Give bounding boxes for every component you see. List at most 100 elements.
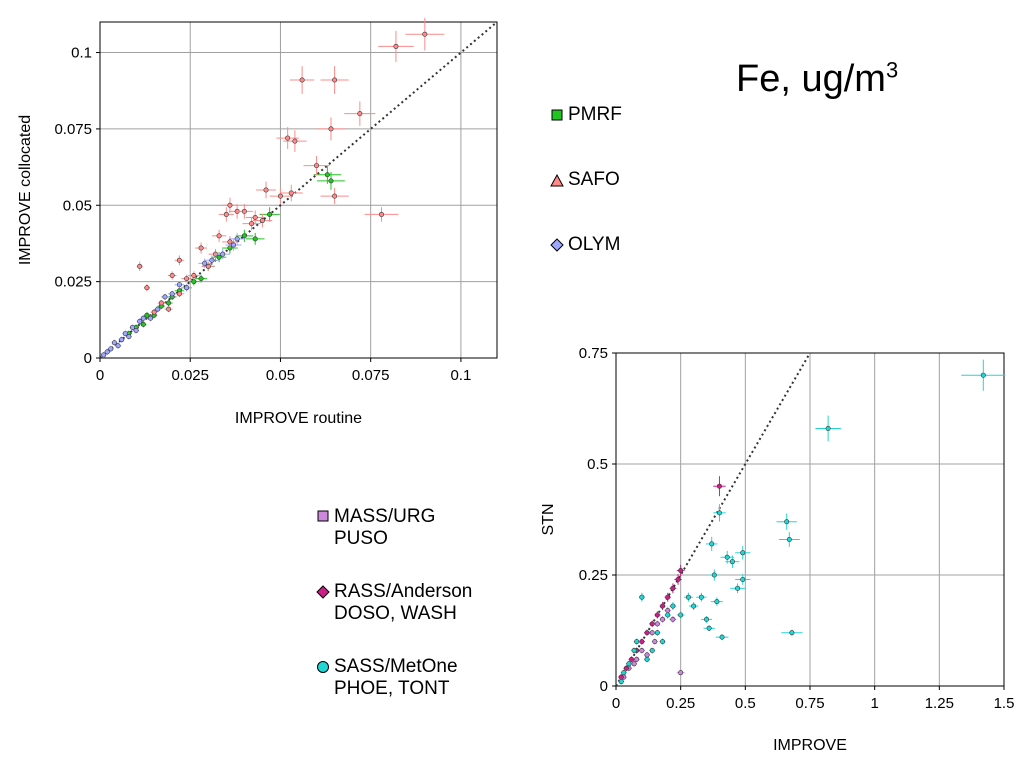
chart1-point-safo	[198, 245, 204, 251]
chart2-point-sass-metone	[740, 576, 746, 582]
chart1-point-olym	[176, 282, 182, 288]
chart1-point-pmrf	[198, 276, 204, 282]
chart2-point-sass-metone	[685, 594, 691, 600]
chart1-point-safo	[292, 138, 298, 144]
chart1-point-olym	[133, 328, 139, 334]
triangle-marker-icon	[548, 173, 566, 187]
chart2-point-sass-metone	[644, 656, 650, 662]
chart1-point-pmrf	[241, 233, 247, 239]
chart1-ytick-label: 0.075	[54, 121, 92, 138]
legend-bottom: MASS/URG PUSO RASS/Anderson DOSO, WASH SAS…	[314, 506, 472, 731]
legend-item-rass-anderson: RASS/Anderson DOSO, WASH	[314, 581, 472, 625]
legend-label-sass-metone: SASS/MetOne	[334, 656, 458, 677]
chart1-point-pmrf	[324, 172, 330, 178]
legend-label-pmrf: PMRF	[568, 104, 622, 125]
chart1-point-olym	[115, 343, 121, 349]
chart1-point-olym	[104, 349, 110, 355]
chart1-point-safo	[332, 77, 338, 83]
chart1-point-safo	[285, 135, 291, 141]
chart2-point-sass-metone	[634, 639, 640, 645]
chart1-point-safo	[422, 31, 428, 37]
chart2-point-sass-metone	[654, 630, 660, 636]
chart1-point-olym	[209, 257, 215, 263]
chart1-x-axis-label: IMPROVE routine	[235, 410, 362, 427]
chart1-point-safo	[191, 273, 197, 279]
chart1-point-safo	[241, 208, 247, 214]
chart1-point-safo	[379, 211, 385, 217]
chart2-point-mass-urg	[654, 621, 660, 627]
chart2-point-sass-metone	[714, 599, 720, 605]
chart2-point-sass-metone	[698, 594, 704, 600]
legend-sub-doso-wash: DOSO, WASH	[334, 603, 457, 624]
chart1-ytick-label: 0.05	[63, 197, 92, 214]
chart1-point-safo	[357, 111, 363, 117]
title-superscript: 3	[885, 57, 899, 83]
chart1-ytick-label: 0.025	[54, 274, 92, 291]
chart2-point-sass-metone	[670, 603, 676, 609]
chart1-point-safo	[227, 239, 233, 245]
chart1-point-olym	[184, 285, 190, 291]
chart1-point-olym	[148, 315, 154, 321]
chart2-ytick-label: 0.75	[579, 345, 608, 362]
chart1-point-pmrf	[216, 254, 222, 260]
chart2-point-mass-urg	[670, 616, 676, 622]
legend-label-rass-anderson: RASS/Anderson	[334, 581, 473, 602]
chart1-point-olym	[231, 242, 237, 248]
chart2-point-rass-anderson	[675, 576, 681, 582]
chart1-point-safo	[216, 233, 222, 239]
chart2-xtick-label: 0.25	[666, 695, 695, 712]
legend-label-mass-urg: MASS/URG	[334, 506, 436, 527]
chart1-point-olym	[129, 324, 135, 330]
chart1-point-safo	[176, 291, 182, 297]
chart1-point-safo	[332, 193, 338, 199]
chart1-point-olym	[137, 318, 143, 324]
chart1-point-olym	[140, 315, 146, 321]
chart2-point-sass-metone	[784, 519, 790, 525]
chart2-xtick-label: 0	[612, 695, 620, 712]
chart2-x-axis-label: IMPROVE	[773, 737, 847, 754]
chart1-point-safo	[184, 276, 190, 282]
chart1-xtick-label: 0.1	[450, 367, 471, 384]
chart1-xtick-label: 0.025	[171, 367, 209, 384]
chart1-point-olym	[234, 236, 240, 242]
chart1-point-pmrf	[267, 211, 273, 217]
chart1-point-olym	[108, 346, 114, 352]
chart2-point-sass-metone	[980, 372, 986, 378]
chart2-point-rass-anderson	[670, 585, 676, 591]
chart1-point-olym	[122, 331, 128, 337]
chart1-point-olym	[220, 251, 226, 257]
chart2-point-rass-anderson	[644, 630, 650, 636]
chart1-point-safo	[137, 263, 143, 269]
figure-title: Fe, ug/m3	[736, 58, 898, 101]
chart2-point-sass-metone	[729, 559, 735, 565]
circle-marker-icon	[314, 660, 332, 674]
chart2-point-sass-metone	[678, 612, 684, 618]
chart1-point-olym	[126, 334, 132, 340]
chart2-point-sass-metone	[621, 670, 627, 676]
chart2-point-mass-urg	[652, 639, 658, 645]
chart1-point-olym	[119, 337, 125, 343]
chart1-point-safo	[277, 193, 283, 199]
chart2-xtick-label: 0.75	[795, 695, 824, 712]
chart2-point-sass-metone	[709, 541, 715, 547]
chart1-xtick-label: 0.05	[266, 367, 295, 384]
chart2-point-sass-metone	[719, 634, 725, 640]
chart2-point-mass-urg	[631, 661, 637, 667]
chart2-point-sass-metone	[789, 630, 795, 636]
chart2-point-sass-metone	[711, 572, 717, 578]
chart2-point-sass-metone	[618, 679, 624, 685]
chart2-ytick-label: 0.25	[579, 567, 608, 584]
diamond-marker-icon	[548, 238, 566, 252]
chart2-ytick-label: 0	[600, 678, 608, 695]
chart1-point-pmrf	[252, 236, 258, 242]
legend-item-sass-metone: SASS/MetOne PHOE, TONT	[314, 656, 472, 700]
chart2-point-sass-metone	[626, 661, 632, 667]
chart1-point-safo	[227, 202, 233, 208]
chart1-point-olym	[111, 340, 117, 346]
chart1-point-safo	[299, 77, 305, 83]
chart1-point-safo	[151, 309, 157, 315]
chart1-point-safo	[158, 300, 164, 306]
chart2-point-rass-anderson	[678, 568, 684, 574]
